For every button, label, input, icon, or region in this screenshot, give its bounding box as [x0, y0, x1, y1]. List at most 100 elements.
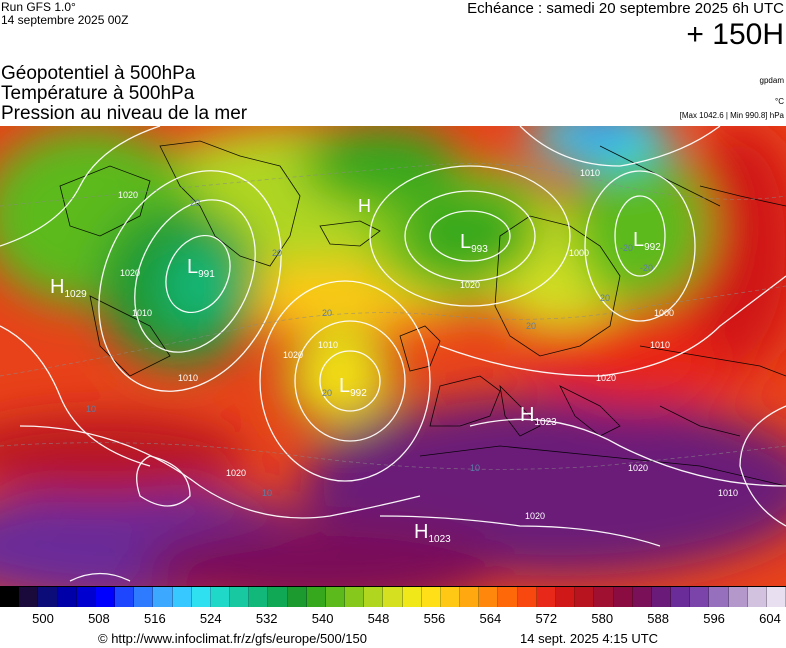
color-scale-tick: 596	[703, 611, 725, 626]
color-scale-tick: 580	[591, 611, 614, 626]
pressure-extremes: [Max 1042.6 | Min 990.8] hPa	[679, 111, 784, 120]
high-center-greenland: H	[358, 196, 371, 216]
color-scale-tick: 564	[479, 611, 502, 626]
color-scale-tick: 524	[199, 611, 222, 626]
color-scale-cell	[249, 587, 269, 607]
color-scale-cell	[709, 587, 729, 607]
parameter-pressure: Pression au niveau de la mer	[1, 103, 248, 124]
color-scale-cell	[747, 587, 767, 607]
color-scale-tick: 500	[32, 611, 54, 626]
isobar-label: 1000	[654, 308, 674, 318]
isobar-label: 1010	[178, 373, 198, 383]
low-center-azores: L992	[339, 375, 367, 399]
color-scale-cell	[383, 587, 403, 607]
isobar-label: 1020	[460, 280, 480, 290]
color-scale-cell	[19, 587, 39, 607]
temperature-label: 20	[526, 321, 536, 331]
isobar-label: 1010	[132, 308, 152, 318]
color-scale-cell	[728, 587, 748, 607]
temperature-label: 20	[322, 308, 332, 318]
color-scale-cell	[594, 587, 614, 607]
color-scale-cell	[153, 587, 173, 607]
color-scale-cell	[575, 587, 595, 607]
pressure-centers: H1029 L991 H L993 L992 L992 H1023 H1023	[50, 196, 661, 545]
color-scale-cell	[172, 587, 192, 607]
temperature-unit: °C	[775, 97, 784, 106]
temperature-labels: 20 20 20 20 20 20 10 10 10 -20 -20	[86, 198, 653, 498]
color-scale-bar	[0, 586, 786, 608]
isobar-label: 1010	[650, 340, 670, 350]
color-scale-cell	[306, 587, 326, 607]
low-center-labrador: L991	[187, 256, 215, 280]
color-scale-cell	[460, 587, 480, 607]
color-scale-cell	[440, 587, 461, 607]
color-scale-cell	[57, 587, 77, 607]
color-scale-cell	[498, 587, 518, 607]
color-scale-cell	[95, 587, 116, 607]
color-scale-cell	[0, 587, 20, 607]
color-scale-cell	[632, 587, 652, 607]
color-scale-tick: 516	[143, 611, 166, 626]
footer-url: © http://www.infoclimat.fr/z/gfs/europe/…	[98, 631, 367, 646]
color-scale-cell	[517, 587, 537, 607]
color-scale-tick: 532	[255, 611, 278, 626]
color-scale-cell	[230, 587, 250, 607]
high-center-africa: H1023	[414, 521, 451, 545]
color-scale-cell	[134, 587, 154, 607]
temperature-label: 10	[86, 404, 96, 414]
color-scale-tick: 572	[535, 611, 558, 626]
color-scale-tick: 548	[367, 611, 390, 626]
temperature-label: 10	[262, 488, 272, 498]
footer-timestamp: 14 sept. 2025 4:15 UTC	[520, 631, 659, 646]
color-scale-cell	[651, 587, 672, 607]
isobar-label: 1010	[580, 168, 600, 178]
temperature-label: 20	[272, 248, 282, 258]
color-scale-tick: 540	[311, 611, 334, 626]
color-scale-cell	[766, 587, 786, 607]
temperature-label: 20	[600, 293, 610, 303]
color-scale-cell	[613, 587, 633, 607]
isobar-label: 1020	[525, 511, 545, 521]
high-center-mediterranean: H1023	[520, 404, 557, 428]
isobar-label: 1020	[628, 463, 648, 473]
isobar-label: 1010	[318, 340, 338, 350]
isobar-label: 1020	[596, 373, 616, 383]
temperature-label: 10	[470, 463, 480, 473]
color-scale-cell	[210, 587, 231, 607]
color-scale-cell	[536, 587, 556, 607]
forecast-horizon: + 150H	[686, 18, 784, 51]
run-label: Run GFS 1.0°	[1, 0, 76, 14]
temperature-label: -20	[640, 263, 653, 273]
forecast-map: H1029 L991 H L993 L992 L992 H1023 H1023 …	[0, 126, 786, 586]
temperature-label: 20	[190, 198, 200, 208]
isobar-label: 1000	[569, 248, 589, 258]
color-scale-cell	[364, 587, 384, 607]
isobar-label: 1010	[718, 488, 738, 498]
parameter-temperature: Température à 500hPa	[1, 83, 195, 104]
high-center-atlantic: H1029	[50, 276, 87, 300]
temperature-label: -20	[620, 243, 633, 253]
color-scale-cell	[690, 587, 710, 607]
isobar-label: 1020	[120, 268, 140, 278]
color-scale-cell	[76, 587, 96, 607]
forecast-valid-time: Echéance : samedi 20 septembre 2025 6h U…	[467, 0, 784, 17]
color-scale-cell	[38, 587, 58, 607]
color-scale-cell	[191, 587, 211, 607]
color-scale-tick: 556	[423, 611, 446, 626]
color-scale-cell	[345, 587, 365, 607]
color-scale-cell	[287, 587, 307, 607]
isobar-label: 1020	[226, 468, 246, 478]
color-scale-cell	[325, 587, 346, 607]
color-scale-cell	[479, 587, 499, 607]
temperature-label: 20	[322, 388, 332, 398]
isobar-label: 1020	[118, 190, 138, 200]
color-scale-tick: 588	[647, 611, 669, 626]
low-center-scandinavia: L992	[633, 229, 661, 253]
run-date: 14 septembre 2025 00Z	[1, 13, 129, 27]
color-scale-cell	[421, 587, 441, 607]
parameter-geopotential: Géopotentiel à 500hPa	[1, 63, 196, 84]
color-scale-cell	[555, 587, 576, 607]
color-scale-cell	[268, 587, 288, 607]
color-scale-cell	[671, 587, 691, 607]
isobar-label: 1020	[283, 350, 303, 360]
